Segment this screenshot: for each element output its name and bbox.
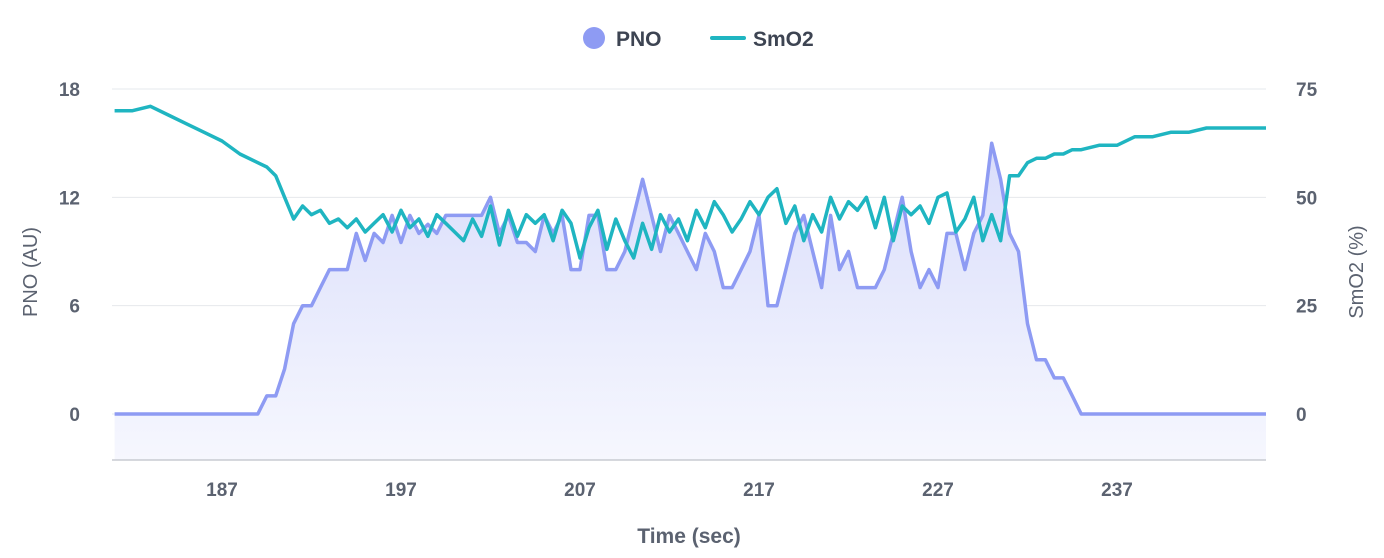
x-ticks: 187 197 207 217 227 237	[206, 480, 1133, 501]
x-tick-label: 217	[743, 480, 775, 501]
x-tick-label: 197	[385, 480, 417, 501]
x-tick-label: 237	[1101, 480, 1133, 501]
y-right-ticks: 0 25 50 75	[1296, 80, 1318, 426]
y-left-ticks: 0 6 12 18	[59, 80, 80, 426]
series-pno-area	[114, 143, 1266, 460]
y-right-tick-label: 0	[1296, 405, 1307, 426]
legend-item-pno[interactable]: PNO	[583, 27, 662, 51]
legend-label-pno: PNO	[616, 28, 662, 51]
y-right-tick-label: 25	[1296, 297, 1318, 318]
x-tick-label: 207	[564, 480, 596, 501]
y-left-tick-label: 0	[69, 405, 80, 426]
y-left-tick-label: 6	[69, 297, 80, 318]
y-right-tick-label: 75	[1296, 80, 1318, 101]
y-left-tick-label: 18	[59, 80, 80, 101]
x-tick-label: 227	[922, 480, 954, 501]
series-smo2-line	[114, 104, 1266, 260]
x-tick-label: 187	[206, 480, 238, 501]
legend: PNO SmO2	[583, 27, 814, 51]
y-left-axis-title: PNO (AU)	[20, 227, 42, 317]
y-right-axis-title: SmO2 (%)	[1346, 225, 1368, 318]
y-left-tick-label: 12	[59, 188, 80, 209]
legend-item-smo2[interactable]: SmO2	[710, 28, 814, 51]
legend-marker-pno	[583, 27, 605, 49]
x-axis-title: Time (sec)	[637, 525, 741, 548]
series-pno-line	[114, 141, 1266, 416]
y-right-tick-label: 50	[1296, 188, 1317, 209]
legend-label-smo2: SmO2	[753, 28, 814, 51]
